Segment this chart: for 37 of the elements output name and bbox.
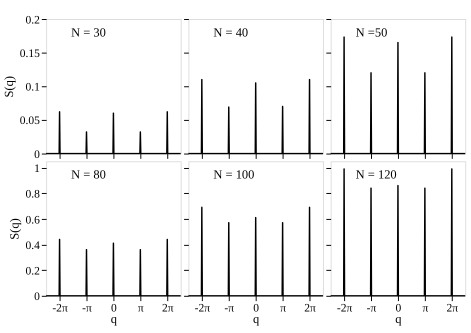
x-tick-label: 0 [111,302,118,315]
y-tick-label: 0.2 [25,266,40,278]
annotation: N = 40 [213,25,248,40]
x-axis-title: q [395,312,402,326]
y-axis-title: S(q) [8,218,22,240]
x-tick-label: -2π [336,302,352,315]
x-axis-title: q [110,312,118,326]
y-tick-label: 0.8 [25,188,40,201]
x-tick-label: 0 [396,302,402,315]
y-tick-label: 0 [34,291,40,304]
x-tick-label: 2π [162,302,174,315]
y-tick-label: 0.05 [20,115,40,128]
x-tick-label: -π [82,302,92,315]
annotation: N = 100 [213,168,254,182]
y-tick-label: 0.4 [25,240,40,252]
x-tick-label: 2π [446,302,458,315]
y-tick-label: 0 [34,148,40,161]
y-tick-label: 0.15 [20,48,40,60]
y-tick-label: 0.6 [25,214,40,226]
x-tick-label: -π [366,302,377,315]
x-tick-label: 0 [253,302,260,315]
annotation: N =50 [356,25,388,40]
x-tick-label: π [280,302,286,315]
x-tick-label: π [422,302,428,315]
y-tick-label: 0.1 [25,82,40,94]
x-tick-label: π [138,302,144,315]
x-axis-title: q [253,312,260,326]
y-tick-label: 1 [34,162,40,175]
x-tick-label: 2π [304,302,316,315]
x-tick-label: -π [224,302,234,315]
y-axis-title: S(q) [2,76,16,98]
y-tick-label: 0.2 [25,14,40,26]
annotation: N = 120 [356,168,397,182]
annotation: N = 80 [71,168,106,182]
x-tick-label: -2π [194,302,210,315]
x-tick-label: -2π [52,302,68,315]
annotation: N = 30 [71,25,106,40]
